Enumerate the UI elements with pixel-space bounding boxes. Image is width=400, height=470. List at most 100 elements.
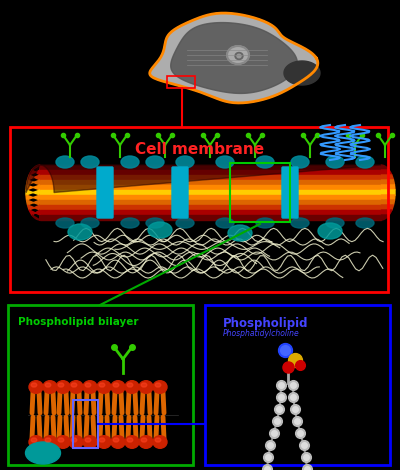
Polygon shape <box>40 165 381 170</box>
Ellipse shape <box>148 222 172 238</box>
Polygon shape <box>26 185 40 190</box>
Ellipse shape <box>68 224 92 240</box>
Ellipse shape <box>45 438 51 442</box>
Polygon shape <box>26 180 40 185</box>
Polygon shape <box>381 200 394 205</box>
Polygon shape <box>40 215 381 220</box>
Text: Cell membrane: Cell membrane <box>136 142 264 157</box>
Polygon shape <box>40 180 381 185</box>
Polygon shape <box>28 205 40 210</box>
Polygon shape <box>381 175 394 180</box>
Ellipse shape <box>29 436 43 448</box>
Polygon shape <box>381 190 395 195</box>
Ellipse shape <box>31 383 37 387</box>
Polygon shape <box>40 170 381 175</box>
Ellipse shape <box>125 381 139 393</box>
Ellipse shape <box>318 223 342 239</box>
Polygon shape <box>284 61 320 85</box>
Ellipse shape <box>71 383 77 387</box>
Polygon shape <box>40 206 381 217</box>
Ellipse shape <box>45 383 51 387</box>
FancyBboxPatch shape <box>97 167 113 218</box>
Ellipse shape <box>326 156 344 168</box>
Ellipse shape <box>237 54 241 58</box>
Polygon shape <box>40 190 381 195</box>
Text: Phosphatidylcholine: Phosphatidylcholine <box>223 329 300 338</box>
Polygon shape <box>32 215 40 220</box>
Polygon shape <box>381 205 394 210</box>
Ellipse shape <box>121 218 139 228</box>
Ellipse shape <box>228 225 252 241</box>
Ellipse shape <box>113 438 119 442</box>
Ellipse shape <box>139 436 153 448</box>
Ellipse shape <box>58 383 64 387</box>
Ellipse shape <box>216 218 234 228</box>
Ellipse shape <box>99 383 105 387</box>
Text: Phospholipid bilayer: Phospholipid bilayer <box>18 317 138 327</box>
Polygon shape <box>40 205 381 210</box>
Polygon shape <box>381 165 389 170</box>
Ellipse shape <box>43 381 57 393</box>
Polygon shape <box>28 175 40 180</box>
Ellipse shape <box>235 53 243 60</box>
Ellipse shape <box>71 438 77 442</box>
Ellipse shape <box>58 438 64 442</box>
Polygon shape <box>26 200 40 205</box>
Ellipse shape <box>139 381 153 393</box>
Bar <box>10 127 388 292</box>
Bar <box>205 305 390 465</box>
Ellipse shape <box>99 438 105 442</box>
Ellipse shape <box>69 381 83 393</box>
Ellipse shape <box>56 381 70 393</box>
Ellipse shape <box>146 156 164 168</box>
FancyBboxPatch shape <box>282 167 298 218</box>
Ellipse shape <box>153 436 167 448</box>
Ellipse shape <box>111 436 125 448</box>
Ellipse shape <box>291 156 309 168</box>
Ellipse shape <box>356 218 374 228</box>
Polygon shape <box>26 165 381 193</box>
Polygon shape <box>29 170 40 175</box>
Ellipse shape <box>97 381 111 393</box>
Ellipse shape <box>97 436 111 448</box>
Polygon shape <box>40 175 381 180</box>
Polygon shape <box>381 210 392 215</box>
Bar <box>167 76 195 88</box>
Ellipse shape <box>81 156 99 168</box>
Ellipse shape <box>227 46 249 64</box>
Polygon shape <box>40 210 381 215</box>
Ellipse shape <box>121 156 139 168</box>
Ellipse shape <box>155 383 161 387</box>
Ellipse shape <box>31 438 37 442</box>
Polygon shape <box>40 195 381 200</box>
Ellipse shape <box>56 436 70 448</box>
Polygon shape <box>381 195 395 200</box>
Ellipse shape <box>176 156 194 168</box>
Polygon shape <box>29 210 40 215</box>
Ellipse shape <box>111 381 125 393</box>
Text: Phospholipid: Phospholipid <box>223 317 308 330</box>
Ellipse shape <box>56 156 74 168</box>
Ellipse shape <box>216 156 234 168</box>
Ellipse shape <box>146 218 164 228</box>
Ellipse shape <box>141 383 147 387</box>
Polygon shape <box>26 190 40 195</box>
Polygon shape <box>26 195 40 200</box>
Polygon shape <box>381 185 395 190</box>
Ellipse shape <box>356 156 374 168</box>
Ellipse shape <box>256 218 274 228</box>
Bar <box>230 163 290 222</box>
Polygon shape <box>381 215 389 220</box>
Ellipse shape <box>153 381 167 393</box>
Ellipse shape <box>85 383 91 387</box>
Ellipse shape <box>326 218 344 228</box>
Ellipse shape <box>26 442 60 464</box>
Polygon shape <box>171 23 297 94</box>
Ellipse shape <box>176 218 194 228</box>
Polygon shape <box>381 170 392 175</box>
Ellipse shape <box>43 436 57 448</box>
Polygon shape <box>381 180 394 185</box>
Polygon shape <box>150 13 318 103</box>
Ellipse shape <box>256 156 274 168</box>
Ellipse shape <box>69 436 83 448</box>
